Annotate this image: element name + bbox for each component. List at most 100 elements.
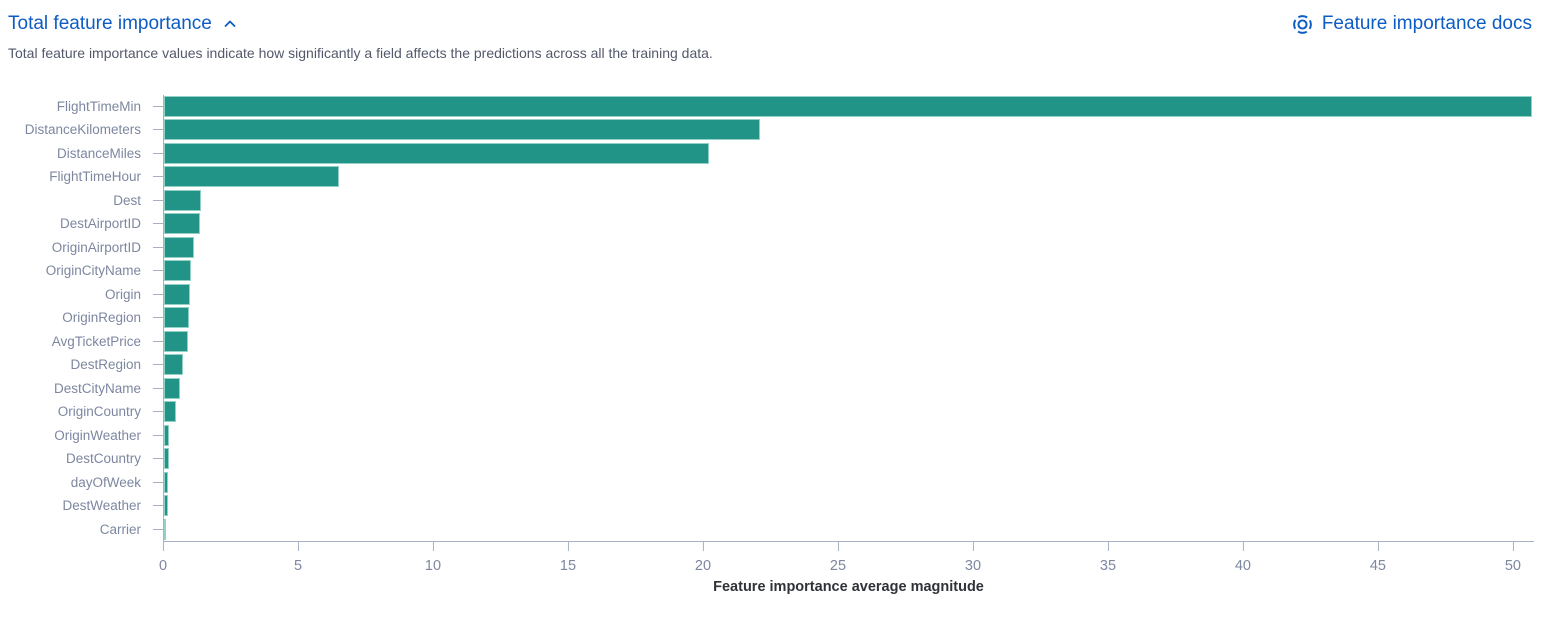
feature-importance-docs-link[interactable]: Feature importance docs xyxy=(1292,13,1532,35)
panel-description: Total feature importance values indicate… xyxy=(8,45,713,61)
y-axis-tick xyxy=(141,400,163,424)
bar-track xyxy=(163,94,1534,119)
feature-importance-chart: FlightTimeMin DistanceKilometers Distanc… xyxy=(0,94,1542,596)
y-axis-tick xyxy=(141,212,163,236)
chart-row: OriginCountry xyxy=(0,400,1534,424)
feature-importance-bar[interactable] xyxy=(164,354,183,376)
x-axis-tick-mark xyxy=(1512,542,1514,552)
chart-row: OriginRegion xyxy=(0,306,1534,330)
bar-track xyxy=(163,235,1534,260)
bar-track xyxy=(163,400,1534,424)
feature-importance-bar[interactable] xyxy=(164,142,709,164)
bar-track xyxy=(163,329,1534,354)
feature-importance-bar[interactable] xyxy=(164,471,169,493)
x-axis-tick-label: 15 xyxy=(559,558,577,575)
x-axis-tick: 35 xyxy=(1100,542,1116,574)
chart-row: DestWeather xyxy=(0,494,1534,518)
docs-link-label: Feature importance docs xyxy=(1321,13,1532,34)
x-axis-tick-label: 40 xyxy=(1234,558,1252,575)
y-axis-tick xyxy=(141,283,163,307)
x-axis-tick-label: 20 xyxy=(694,558,712,575)
chart-row: Origin xyxy=(0,282,1534,307)
feature-importance-bar[interactable] xyxy=(164,189,202,211)
y-axis-label: OriginWeather xyxy=(54,427,141,443)
chart-row: DestCityName xyxy=(0,376,1534,401)
chart-row: OriginWeather xyxy=(0,423,1534,448)
y-axis-tick xyxy=(141,165,163,189)
bar-track xyxy=(163,517,1534,542)
bar-track xyxy=(163,423,1534,448)
x-axis-tick-mark xyxy=(702,542,704,552)
y-axis-tick xyxy=(141,353,163,377)
x-axis-tick-mark xyxy=(162,542,164,552)
bar-track xyxy=(163,188,1534,213)
y-axis-tick xyxy=(141,494,163,518)
bar-track xyxy=(163,470,1534,495)
x-axis-tick-label: 10 xyxy=(424,558,442,575)
y-axis-label: OriginAirportID xyxy=(51,239,141,255)
bar-track xyxy=(163,376,1534,401)
x-axis-tick: 0 xyxy=(159,542,167,574)
chart-row: Dest xyxy=(0,188,1534,213)
y-axis-tick xyxy=(141,95,163,119)
feature-importance-bar[interactable] xyxy=(164,377,180,399)
chart-rows: FlightTimeMin DistanceKilometers Distanc… xyxy=(0,94,1534,542)
x-axis-tick-mark xyxy=(1107,542,1109,552)
x-axis-tick-mark xyxy=(432,542,434,552)
y-axis-label: DestAirportID xyxy=(59,216,141,232)
feature-importance-bar[interactable] xyxy=(164,213,200,235)
x-axis-tick: 10 xyxy=(425,542,441,574)
chart-row: DistanceMiles xyxy=(0,141,1534,166)
x-axis-tick-mark xyxy=(297,542,299,552)
y-axis-label: dayOfWeek xyxy=(70,474,141,490)
chart-row: DistanceKilometers xyxy=(0,118,1534,142)
feature-importance-bar[interactable] xyxy=(164,166,340,188)
feature-importance-bar[interactable] xyxy=(164,424,170,446)
chart-row: FlightTimeHour xyxy=(0,165,1534,189)
y-axis-label: AvgTicketPrice xyxy=(51,333,141,349)
panel-header: Total feature importance Feature importa… xyxy=(0,0,1542,35)
bar-track xyxy=(163,306,1534,330)
feature-importance-bar[interactable] xyxy=(164,448,169,470)
chart-row: dayOfWeek xyxy=(0,470,1534,495)
chevron-up-icon xyxy=(222,16,238,32)
x-axis-tick: 25 xyxy=(830,542,846,574)
x-axis: 0 5 10 15 20 25 30 35 40 45 50 xyxy=(159,541,1534,575)
x-axis-tick-label: 30 xyxy=(964,558,982,575)
feature-importance-bar[interactable] xyxy=(164,236,194,258)
feature-importance-bar[interactable] xyxy=(164,119,761,141)
x-axis-tick-label: 25 xyxy=(829,558,847,575)
x-axis-tick-mark xyxy=(567,542,569,552)
feature-importance-bar[interactable] xyxy=(164,518,166,540)
feature-importance-bar[interactable] xyxy=(164,330,188,352)
feature-importance-bar[interactable] xyxy=(164,95,1532,117)
bar-track xyxy=(163,447,1534,471)
y-axis-tick xyxy=(141,471,163,495)
feature-importance-bar[interactable] xyxy=(164,495,168,517)
feature-importance-bar[interactable] xyxy=(164,260,191,282)
x-axis-tick: 20 xyxy=(695,542,711,574)
y-axis-label: DestCityName xyxy=(53,380,141,396)
y-axis-tick xyxy=(141,518,163,542)
x-axis-tick-mark xyxy=(837,542,839,552)
feature-importance-bar[interactable] xyxy=(164,401,177,423)
feature-importance-bar[interactable] xyxy=(164,283,190,305)
feature-importance-bar[interactable] xyxy=(164,307,190,329)
y-axis-tick xyxy=(141,189,163,213)
bar-track xyxy=(163,212,1534,236)
bar-track xyxy=(163,165,1534,189)
y-axis-label: FlightTimeMin xyxy=(56,98,141,114)
y-axis-label: Dest xyxy=(113,192,141,208)
chart-row: OriginCityName xyxy=(0,259,1534,283)
y-axis-label: OriginRegion xyxy=(62,310,141,326)
x-axis-tick: 45 xyxy=(1370,542,1386,574)
x-axis-tick-mark xyxy=(1242,542,1244,552)
total-feature-importance-collapse-button[interactable]: Total feature importance xyxy=(8,13,238,35)
panel-title: Total feature importance xyxy=(8,13,212,34)
y-axis-tick xyxy=(141,118,163,142)
y-axis-label: OriginCityName xyxy=(45,263,141,279)
bar-track xyxy=(163,494,1534,518)
x-axis-title: Feature importance average magnitude xyxy=(713,579,984,596)
bar-track xyxy=(163,141,1534,166)
y-axis-label: Carrier xyxy=(99,521,141,537)
